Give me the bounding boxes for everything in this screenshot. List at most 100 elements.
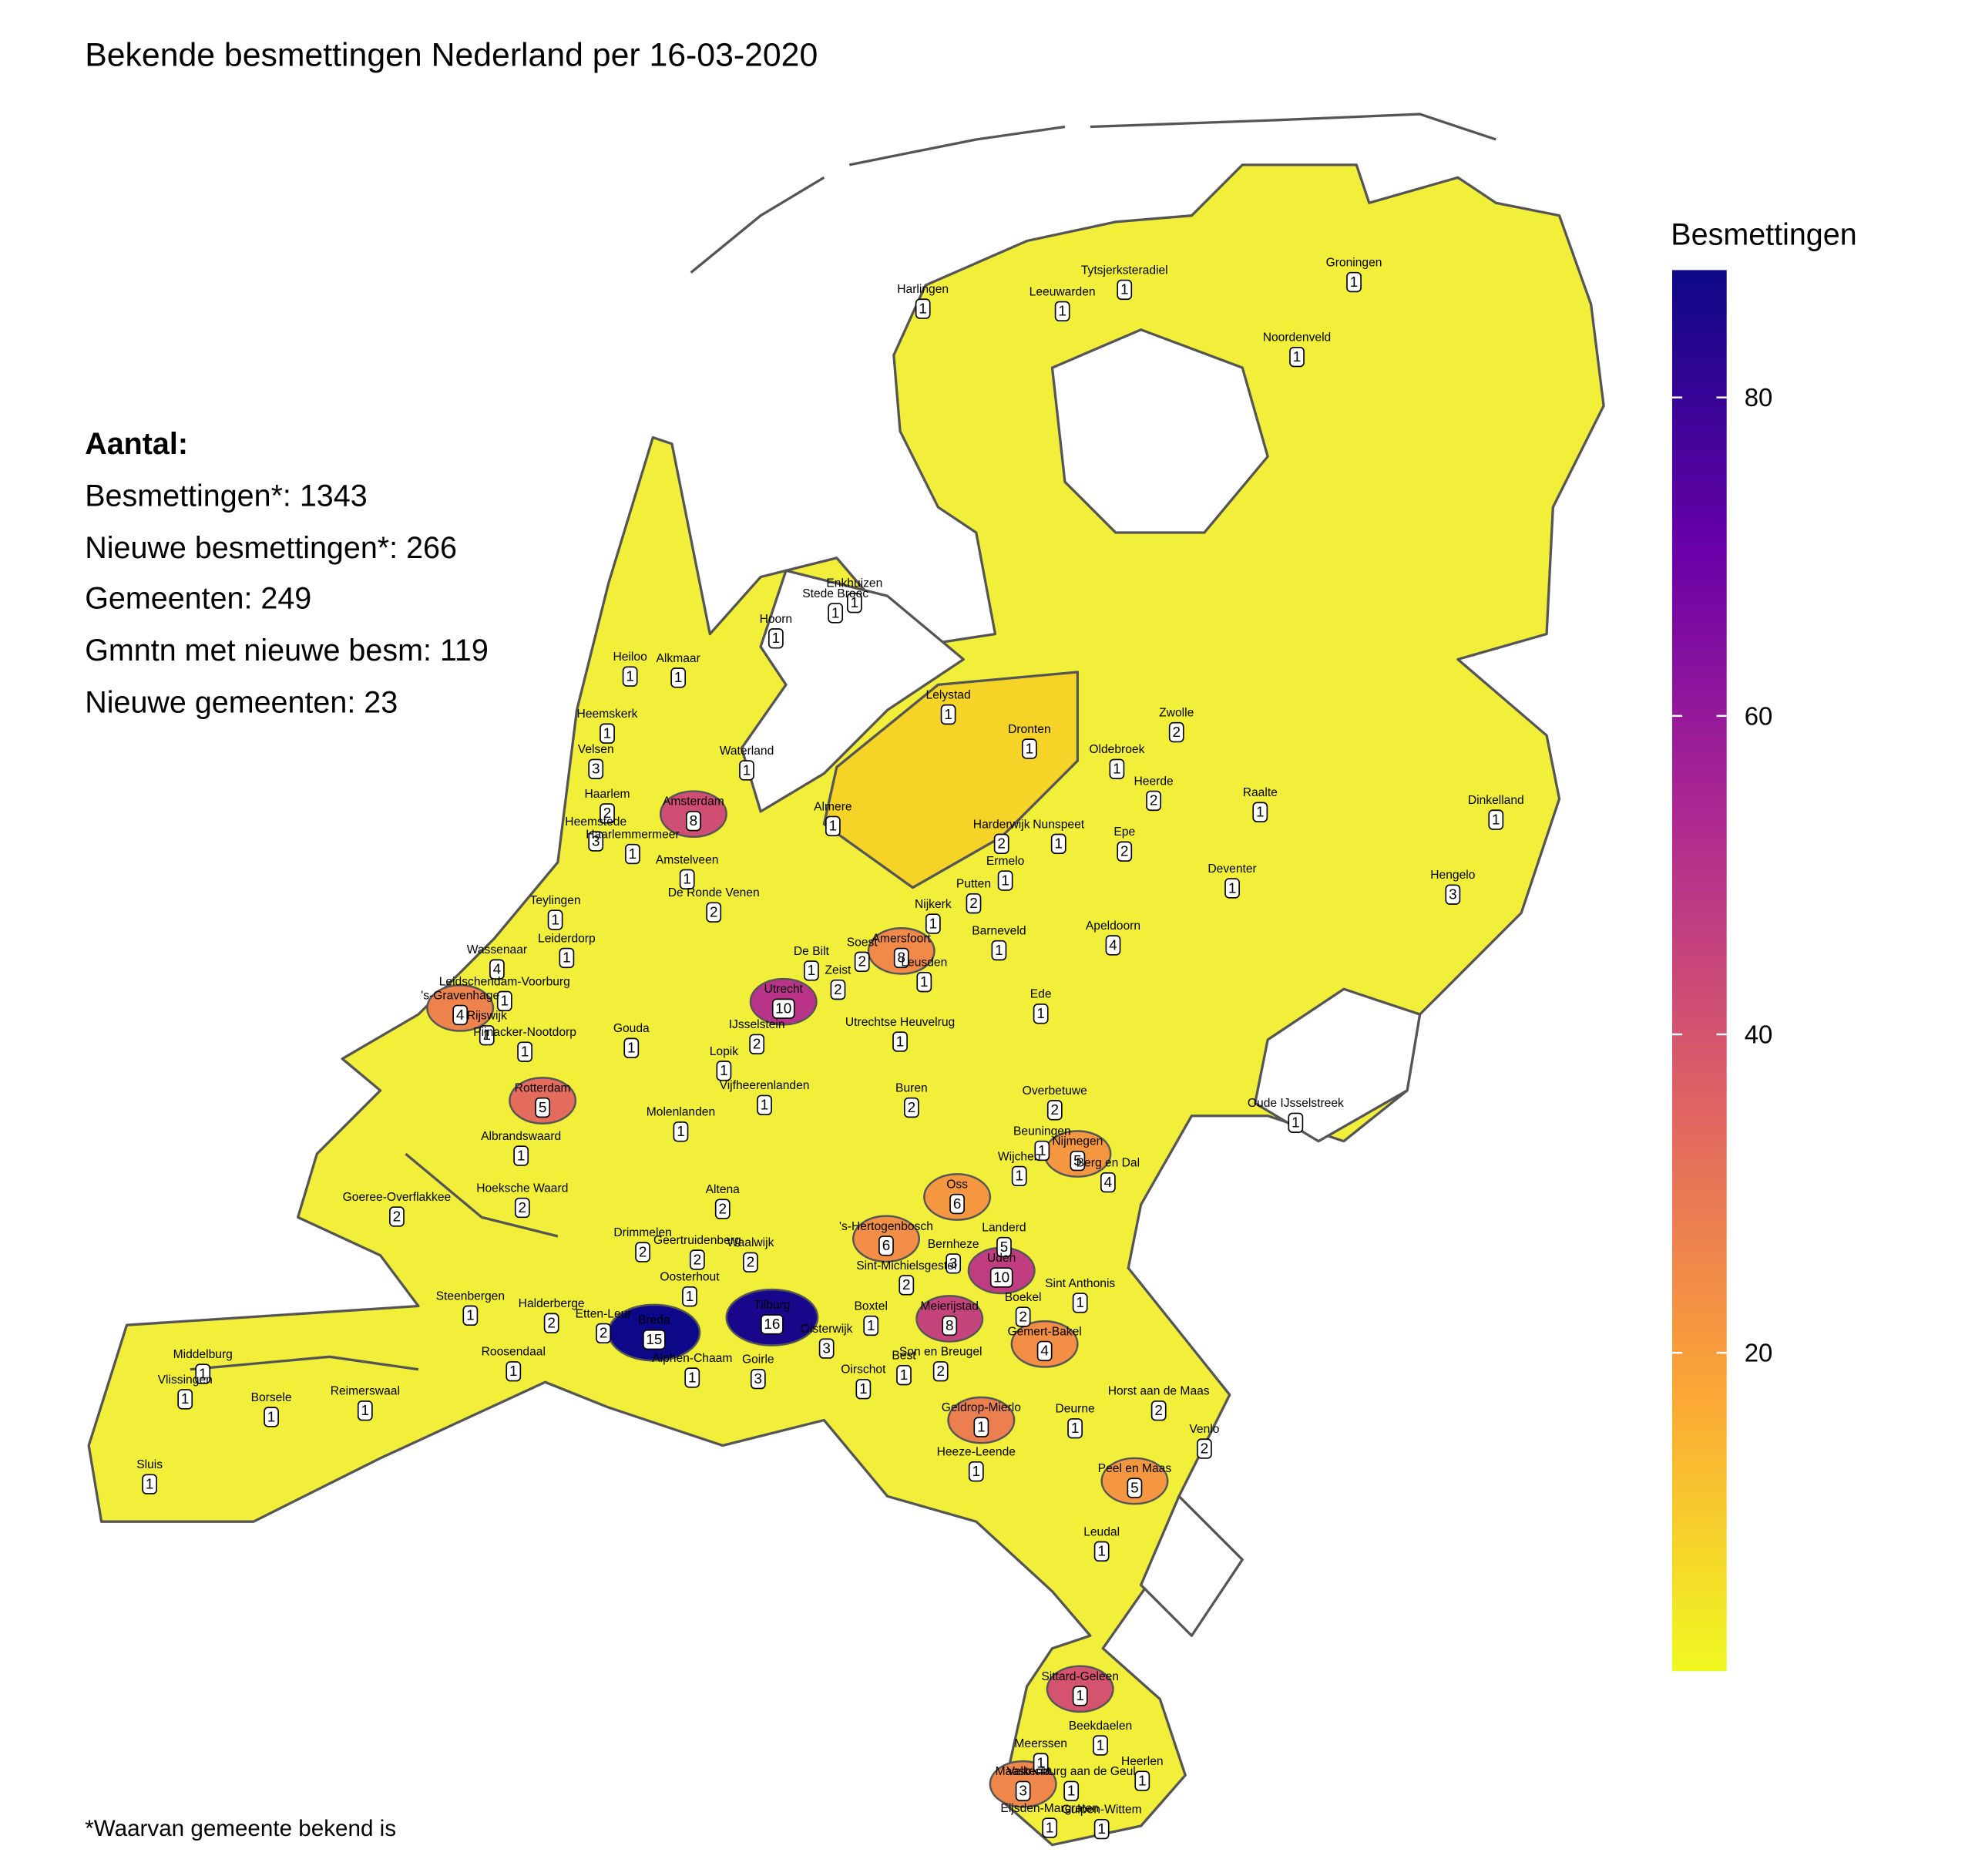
municipality-name: Berg en Dal [1077, 1157, 1140, 1170]
count-box [506, 1361, 522, 1382]
count-box [543, 1313, 559, 1333]
new-count: 1 [517, 1148, 526, 1164]
count-box [1134, 1770, 1150, 1791]
summary-item: Gmntn met nieuwe besm: 119 [85, 634, 489, 667]
new-count: 3 [1449, 886, 1457, 903]
count-box [142, 1474, 158, 1494]
new-count: 5 [1073, 1153, 1082, 1169]
count-box [195, 1363, 211, 1384]
count-box [1488, 809, 1504, 830]
municipality-name: Heerlen [1121, 1755, 1164, 1768]
count-box [1036, 1340, 1053, 1362]
new-count: 1 [867, 1318, 875, 1334]
count-box [517, 1041, 532, 1062]
count-box [946, 1253, 962, 1274]
new-count: 2 [747, 1255, 755, 1271]
new-count: 1 [1058, 304, 1066, 320]
count-box [706, 902, 722, 923]
new-count: 1 [851, 595, 859, 611]
count-box [588, 758, 604, 779]
municipality-name: Amstelveen [656, 853, 719, 866]
new-count: 2 [936, 1363, 945, 1380]
new-count: 1 [1015, 1168, 1023, 1185]
municipality-name: Oude IJsselstreek [1248, 1097, 1344, 1110]
new-count: 1 [603, 726, 612, 742]
new-count: 1 [199, 1366, 207, 1382]
municipality-name: Utrechtse Heuvelrug [845, 1016, 955, 1029]
municipality-name: Oirschot [841, 1363, 886, 1377]
count-box [559, 947, 575, 969]
count-box [966, 893, 982, 914]
new-count: 1 [1138, 1773, 1147, 1789]
municipality-name: Borsele [251, 1391, 292, 1404]
count-box [1127, 1478, 1143, 1498]
count-box [1445, 884, 1461, 905]
count-box [1034, 1140, 1050, 1162]
new-count: 1 [896, 1034, 905, 1050]
new-count: 10 [775, 1001, 791, 1017]
municipality-name: Molenlanden [647, 1106, 715, 1119]
count-box [1252, 802, 1268, 822]
new-count: 1 [181, 1391, 190, 1407]
municipality-name: Valkenburg aan de Geul [1007, 1765, 1136, 1778]
colorbar-tick-label: 80 [1745, 383, 1773, 412]
count-box [389, 1206, 405, 1227]
new-count: 2 [834, 982, 842, 998]
new-count: 1 [501, 993, 509, 1010]
new-count: 1 [1036, 1006, 1045, 1022]
municipality-name: Geertruidenberg [653, 1234, 741, 1247]
new-count: 5 [539, 1100, 547, 1116]
count-box [513, 1145, 529, 1166]
new-count: 6 [953, 1196, 962, 1212]
count-box [496, 990, 512, 1012]
white-area-east [1254, 987, 1422, 1143]
municipality-name: Leidschendam-Voorburg [439, 975, 570, 988]
new-count: 4 [1040, 1343, 1049, 1360]
new-count: 10 [993, 1269, 1009, 1286]
municipality-name: Hengelo [1430, 869, 1475, 882]
new-count: 1 [1071, 1420, 1080, 1437]
municipality-name: Venlo [1189, 1423, 1219, 1436]
municipality-name: Boekel [1005, 1291, 1042, 1304]
count-box [1289, 346, 1305, 368]
municipality-name: Halderberge [519, 1297, 585, 1310]
coast-south [405, 1152, 559, 1238]
count-box [177, 1389, 193, 1410]
count-box [462, 1305, 479, 1326]
new-count: 2 [1051, 1102, 1060, 1118]
count-box [1100, 1172, 1116, 1193]
count-box [682, 1286, 697, 1307]
count-box [973, 1417, 989, 1437]
count-box [689, 1249, 705, 1270]
municipality-name: Eijsden-Margraten [1000, 1802, 1099, 1815]
new-count: 16 [764, 1316, 780, 1333]
new-count: 1 [686, 1289, 694, 1305]
colorbar-tick-label: 60 [1745, 701, 1773, 730]
summary-item: Nieuwe besmettingen*: 266 [85, 531, 457, 565]
new-count: 2 [603, 805, 612, 822]
municipality-name: Amersfoort [872, 932, 932, 945]
count-box [855, 1379, 872, 1400]
new-count: 1 [509, 1363, 518, 1380]
municipality-name: Peel en Maas [1098, 1462, 1172, 1475]
municipality-name: Meierijstad [920, 1299, 978, 1313]
count-box [1033, 1004, 1049, 1024]
count-box [1015, 1780, 1031, 1801]
municipality-name: Ede [1030, 988, 1052, 1001]
municipality-name: Amsterdam [663, 795, 724, 809]
new-count: 1 [944, 707, 952, 723]
new-count: 1 [626, 669, 634, 685]
summary-heading: Aantal: [85, 427, 188, 461]
summary-item: Nieuwe gemeenten: 23 [85, 686, 398, 720]
new-count: 1 [1293, 349, 1302, 365]
new-count: 3 [754, 1371, 763, 1387]
count-box [1072, 1686, 1088, 1706]
count-box [1346, 271, 1362, 293]
municipality-name: Nijkerk [915, 898, 952, 911]
municipality-name: Putten [956, 878, 991, 891]
municipality-name: Vijfheerenlanden [720, 1079, 810, 1092]
count-box [714, 1199, 731, 1219]
municipality-name: Sint-Michielsgestel [856, 1259, 956, 1273]
mainland [87, 163, 1605, 1847]
